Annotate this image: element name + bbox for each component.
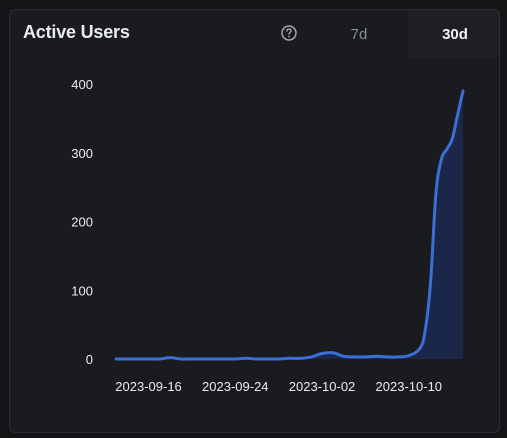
data-point[interactable]	[113, 356, 119, 362]
active-users-card: Active Users 7d 30d 0 100 200 300 400 2023-09…	[9, 9, 500, 433]
data-point[interactable]	[178, 356, 184, 362]
data-point[interactable]	[287, 355, 293, 361]
data-point[interactable]	[265, 356, 271, 362]
data-point[interactable]	[276, 356, 282, 362]
data-point[interactable]	[189, 356, 195, 362]
data-point[interactable]	[146, 356, 152, 362]
data-point[interactable]	[124, 356, 130, 362]
data-point[interactable]	[254, 356, 260, 362]
data-point[interactable]	[460, 88, 466, 94]
data-point[interactable]	[395, 354, 401, 360]
y-tick-label: 200	[71, 215, 93, 230]
data-point[interactable]	[135, 356, 141, 362]
y-tick-label: 100	[71, 283, 93, 298]
data-point[interactable]	[243, 355, 249, 361]
data-point[interactable]	[211, 356, 217, 362]
active-users-chart: 0 100 200 300 400 2023-09-16 2023-09-24 2023-10…	[71, 77, 466, 394]
data-point[interactable]	[428, 280, 434, 286]
series-line	[114, 89, 465, 361]
y-tick-label: 0	[86, 352, 93, 367]
data-point[interactable]	[455, 112, 461, 118]
data-point[interactable]	[297, 355, 303, 361]
data-point[interactable]	[167, 355, 173, 361]
data-point[interactable]	[221, 356, 227, 362]
x-tick-label: 2023-10-10	[376, 379, 443, 394]
question-circle-icon[interactable]	[280, 24, 298, 42]
x-tick-label: 2023-10-02	[289, 379, 356, 394]
tab-7d[interactable]: 7d	[350, 25, 368, 43]
data-point[interactable]	[422, 329, 428, 335]
data-point[interactable]	[352, 354, 358, 360]
data-point[interactable]	[433, 191, 439, 197]
data-point[interactable]	[373, 353, 379, 359]
data-point[interactable]	[156, 356, 162, 362]
card-title: Active Users	[23, 22, 130, 42]
data-point[interactable]	[232, 356, 238, 362]
data-point[interactable]	[438, 157, 444, 163]
data-point[interactable]	[200, 356, 206, 362]
y-tick-label: 300	[71, 146, 93, 161]
x-tick-label: 2023-09-24	[202, 379, 269, 394]
y-tick-label: 400	[71, 77, 93, 92]
series-area	[116, 90, 463, 360]
tab-30d[interactable]: 30d	[408, 10, 499, 58]
data-point[interactable]	[341, 353, 347, 359]
data-point[interactable]	[406, 353, 412, 359]
data-point[interactable]	[417, 346, 423, 352]
data-point[interactable]	[319, 351, 325, 357]
data-point[interactable]	[362, 354, 368, 360]
data-point[interactable]	[308, 354, 314, 360]
data-point[interactable]	[444, 146, 450, 152]
data-point[interactable]	[384, 354, 390, 360]
data-point[interactable]	[330, 350, 336, 356]
x-tick-label: 2023-09-16	[115, 379, 182, 394]
data-point[interactable]	[449, 136, 455, 142]
